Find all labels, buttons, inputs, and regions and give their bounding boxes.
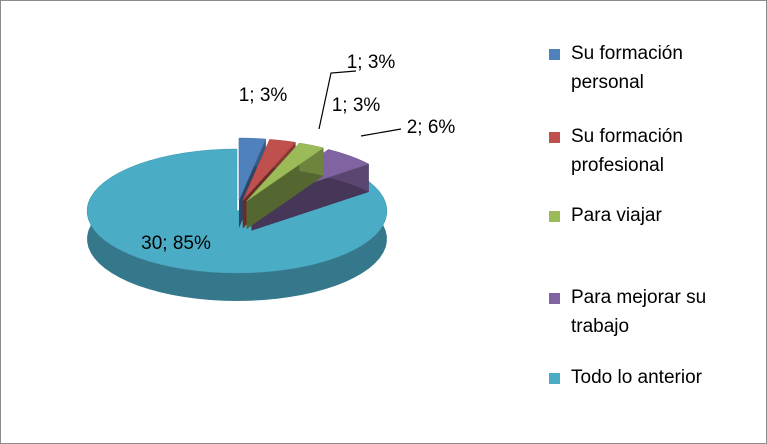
pie-slice [242, 139, 297, 201]
data-label: 30; 85% [141, 233, 211, 254]
legend-swatch [549, 49, 560, 60]
legend-label: Todo lo anterior [571, 367, 702, 388]
pie-slice [238, 137, 267, 201]
legend-swatch [549, 211, 560, 222]
leader-line [360, 128, 402, 137]
legend-item: Su formación profesional [549, 122, 749, 180]
pie-slice [86, 148, 388, 274]
legend-item: Para viajar [549, 201, 749, 230]
legend-label: Para mejorar su trabajo [571, 287, 707, 337]
pie-slice [246, 142, 325, 202]
legend-swatch [549, 373, 560, 384]
slice-wall [251, 164, 369, 231]
legend-label: Su formación profesional [571, 126, 683, 176]
leader-line [318, 70, 357, 130]
legend-swatch [549, 132, 560, 143]
legend-item: Para mejorar su trabajo [549, 283, 749, 341]
legend-item: Su formación personal [549, 39, 749, 97]
data-label: 2; 6% [407, 117, 456, 138]
legend-item: Todo lo anterior [549, 363, 749, 392]
legend-label: Para viajar [571, 205, 662, 226]
data-label: 1; 3% [239, 85, 288, 106]
legend-label: Su formación personal [571, 43, 683, 93]
data-label: 1; 3% [347, 52, 396, 73]
data-label: 1; 3% [332, 95, 381, 116]
legend-swatch [549, 293, 560, 304]
